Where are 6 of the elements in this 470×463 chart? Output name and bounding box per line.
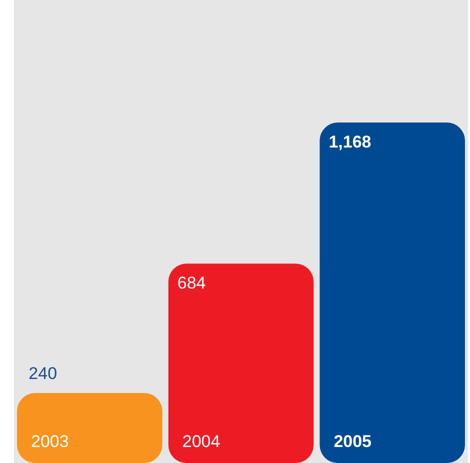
x-tick-label: 2004: [182, 432, 220, 451]
data-label: 240: [28, 364, 58, 384]
data-label: 1,168: [328, 132, 372, 152]
x-tick-label: 2003: [31, 432, 69, 451]
x-tick-label: 2005: [334, 432, 372, 451]
data-label: 684: [177, 274, 206, 293]
